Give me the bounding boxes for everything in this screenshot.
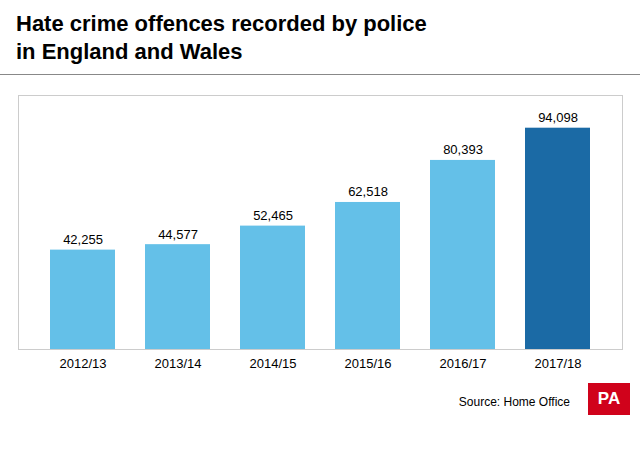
svg-text:2015/16: 2015/16 xyxy=(345,356,392,371)
svg-text:52,465: 52,465 xyxy=(253,208,293,223)
svg-text:2013/14: 2013/14 xyxy=(155,356,202,371)
svg-text:62,518: 62,518 xyxy=(348,184,388,199)
svg-text:44,577: 44,577 xyxy=(158,227,198,242)
html-text:Hate crime offences recorded b: Hate crime offences recorded by police i… xyxy=(16,11,427,64)
svg-text:2017/18: 2017/18 xyxy=(535,356,582,371)
html-text:PA: PA xyxy=(597,389,621,408)
svg-text:80,393: 80,393 xyxy=(443,142,483,157)
svg-text:2014/15: 2014/15 xyxy=(250,356,297,371)
svg-text:42,255: 42,255 xyxy=(63,232,103,247)
svg-text:94,098: 94,098 xyxy=(538,110,578,125)
svg-text:2016/17: 2016/17 xyxy=(440,356,487,371)
html-text:Source: Home Office: Source: Home Office xyxy=(458,395,570,409)
svg-text:2012/13: 2012/13 xyxy=(60,356,107,371)
